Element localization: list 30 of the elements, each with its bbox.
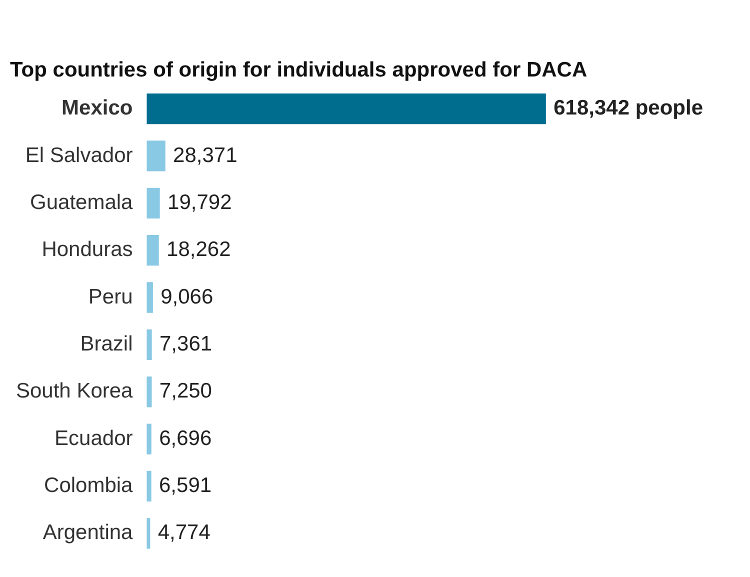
data-label: 28,371 xyxy=(173,144,238,167)
bar xyxy=(146,140,166,172)
y-tick-label: Honduras xyxy=(42,238,133,262)
data-label: 4,774 xyxy=(158,521,211,544)
y-tick-label: Guatemala xyxy=(30,190,134,214)
bar xyxy=(146,235,159,266)
y-tick-label: Brazil xyxy=(80,332,133,356)
bar xyxy=(146,93,546,124)
data-label: 7,361 xyxy=(160,332,212,356)
y-tick-label: El Salvador xyxy=(25,144,133,167)
y-tick-label: South Korea xyxy=(16,380,134,403)
data-label: 19,792 xyxy=(168,190,232,214)
y-tick-label: Colombia xyxy=(44,474,134,498)
bar xyxy=(146,329,152,360)
data-label: 6,591 xyxy=(159,474,212,498)
bar xyxy=(146,376,152,408)
data-label: 6,696 xyxy=(159,426,212,450)
bar xyxy=(146,188,160,218)
data-label: 7,250 xyxy=(159,380,212,403)
data-label: 618,342 people xyxy=(554,96,704,120)
chart-title: Top countries of origin for individuals approved for DACA xyxy=(10,58,588,82)
y-tick-label: Ecuador xyxy=(54,426,133,450)
data-label: 9,066 xyxy=(160,285,214,308)
y-tick-label: Peru xyxy=(88,285,133,308)
bar xyxy=(146,282,153,313)
bar xyxy=(146,470,152,502)
y-tick-label: Argentina xyxy=(42,521,134,544)
y-tick-label: Mexico xyxy=(62,96,133,120)
data-label: 18,262 xyxy=(166,238,231,262)
bar xyxy=(146,424,152,454)
